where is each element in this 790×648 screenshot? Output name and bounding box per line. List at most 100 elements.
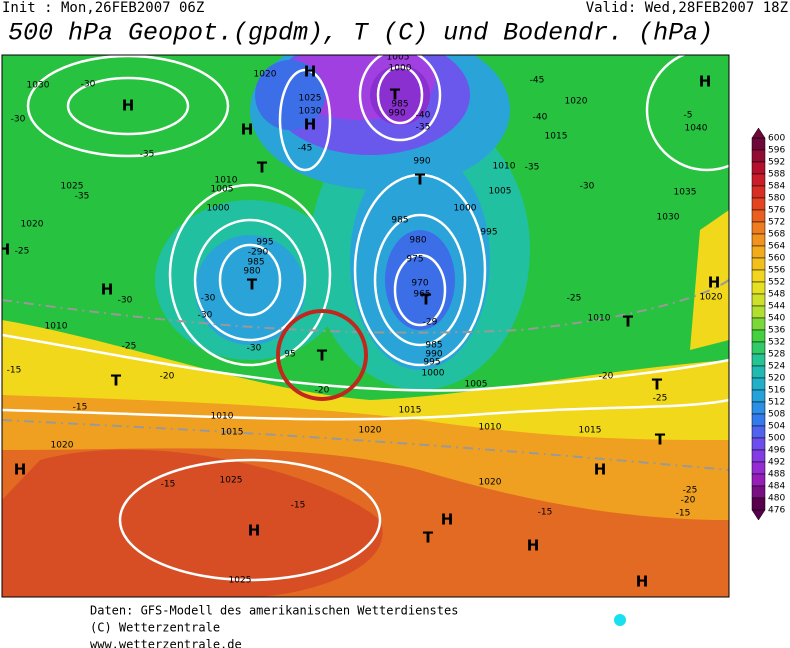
colorbar-swatch	[751, 473, 766, 487]
colorbar-swatch	[751, 401, 766, 415]
contour-label: 1040	[685, 124, 708, 134]
colorbar-label: 564	[768, 242, 785, 252]
colorbar-label: 572	[768, 218, 785, 228]
colorbar-swatch	[751, 209, 766, 223]
contour-label: -35	[140, 150, 155, 160]
contour-label: -15	[676, 509, 691, 519]
contour-label: -25	[653, 394, 668, 404]
pressure-center: T	[423, 529, 434, 547]
contour-label: 1000	[454, 204, 477, 214]
colorbar-label: 496	[768, 446, 785, 456]
colorbar-label: 500	[768, 434, 785, 444]
colorbar-label: 488	[768, 470, 785, 480]
colorbar-label: 476	[768, 506, 785, 516]
contour-label: -40	[533, 113, 548, 123]
contour-label: 970	[411, 279, 428, 289]
contour-label: 1015	[221, 428, 244, 438]
pressure-center: T	[623, 313, 634, 331]
pressure-center: H	[241, 121, 254, 139]
colorbar-swatch	[751, 497, 766, 511]
contour-label: -15	[291, 501, 306, 511]
colorbar-swatch	[751, 245, 766, 259]
colorbar-swatch	[751, 437, 766, 451]
colorbar-swatch	[751, 233, 766, 247]
colorbar-label: 540	[768, 314, 785, 324]
colorbar-label: 548	[768, 290, 785, 300]
colorbar: 600 596 592 588 584 580 576 572 568 564 560 556 552 5…	[751, 127, 785, 521]
colorbar-swatch	[751, 365, 766, 379]
contour-label: 1025	[220, 476, 243, 486]
init-label: Init : Mon,26FEB2007 06Z	[2, 0, 204, 16]
contour-label: -30	[580, 182, 595, 192]
colorbar-label: 532	[768, 338, 785, 348]
colorbar-label: 524	[768, 362, 785, 372]
contour-label: -35	[75, 192, 90, 202]
contour-label: -30	[118, 296, 133, 306]
contour-label: 1010	[215, 176, 238, 186]
contour-label: -15	[538, 508, 553, 518]
contour-label: -20	[160, 372, 175, 382]
contour-label: 1010	[45, 322, 68, 332]
pressure-center: H	[304, 116, 317, 134]
contour-label: -25	[15, 247, 30, 257]
contour-label: -30	[247, 344, 262, 354]
contour-label: -35	[416, 123, 431, 133]
contour-label: -20	[315, 386, 330, 396]
pressure-center: H	[708, 274, 721, 292]
contour-label: -15	[73, 403, 88, 413]
contour-label: 975	[406, 255, 423, 265]
contour-label: -45	[298, 144, 313, 154]
pressure-center: H	[101, 281, 114, 299]
contour-label: 1010	[493, 162, 516, 172]
colorbar-swatch	[751, 269, 766, 283]
pressure-center: T	[421, 291, 432, 309]
colorbar-label: 576	[768, 206, 785, 216]
pressure-center: T	[111, 372, 122, 390]
colorbar-label: 560	[768, 254, 785, 264]
colorbar-swatch	[751, 425, 766, 439]
contour-label: 990	[425, 350, 442, 360]
colorbar-label: 492	[768, 458, 785, 468]
contour-label: 1010	[211, 412, 234, 422]
colorbar-label: 544	[768, 302, 785, 312]
colorbar-label: 512	[768, 398, 785, 408]
pressure-center: H	[441, 511, 454, 529]
contour-label: 1020	[700, 293, 723, 303]
contour-label: -35	[525, 163, 540, 173]
contour-label: 1025	[229, 576, 252, 586]
colorbar-label: 556	[768, 266, 785, 276]
contour-label: 995	[480, 228, 497, 238]
colorbar-label: 520	[768, 374, 785, 384]
contour-label: -30	[81, 80, 96, 90]
pressure-center: T	[390, 86, 401, 104]
colorbar-label: 552	[768, 278, 785, 288]
contour-label: 1015	[399, 406, 422, 416]
contour-label: 1020	[254, 70, 277, 80]
contour-label: -15	[161, 480, 176, 490]
colorbar-label: 600	[768, 134, 785, 144]
colorbar-swatch	[751, 197, 766, 211]
colorbar-swatch	[751, 137, 766, 151]
contour-label: 1005	[387, 53, 410, 63]
contour-label: 1010	[588, 314, 611, 324]
colorbar-swatch	[751, 257, 766, 271]
footer-line: www.wetterzentrale.de	[90, 638, 242, 648]
footer-line: (C) Wetterzentrale	[90, 621, 220, 635]
colorbar-swatch	[751, 449, 766, 463]
colorbar-swatch	[751, 461, 766, 475]
colorbar-label: 516	[768, 386, 785, 396]
colorbar-arrow	[751, 509, 766, 521]
colorbar-swatch	[751, 293, 766, 307]
footer-line: Daten: GFS-Modell des amerikanischen Wet…	[90, 604, 458, 618]
contour-label: 1005	[211, 185, 234, 195]
colorbar-swatch	[751, 317, 766, 331]
pressure-center: H	[248, 522, 261, 540]
contour-label: 1020	[51, 441, 74, 451]
pressure-center: H	[594, 461, 607, 479]
colorbar-label: 588	[768, 170, 785, 180]
colorbar-label: 536	[768, 326, 785, 336]
colorbar-swatch	[751, 149, 766, 163]
pressure-center: T	[247, 276, 258, 294]
pressure-center: H	[304, 63, 317, 81]
contour-label: 1015	[579, 426, 602, 436]
